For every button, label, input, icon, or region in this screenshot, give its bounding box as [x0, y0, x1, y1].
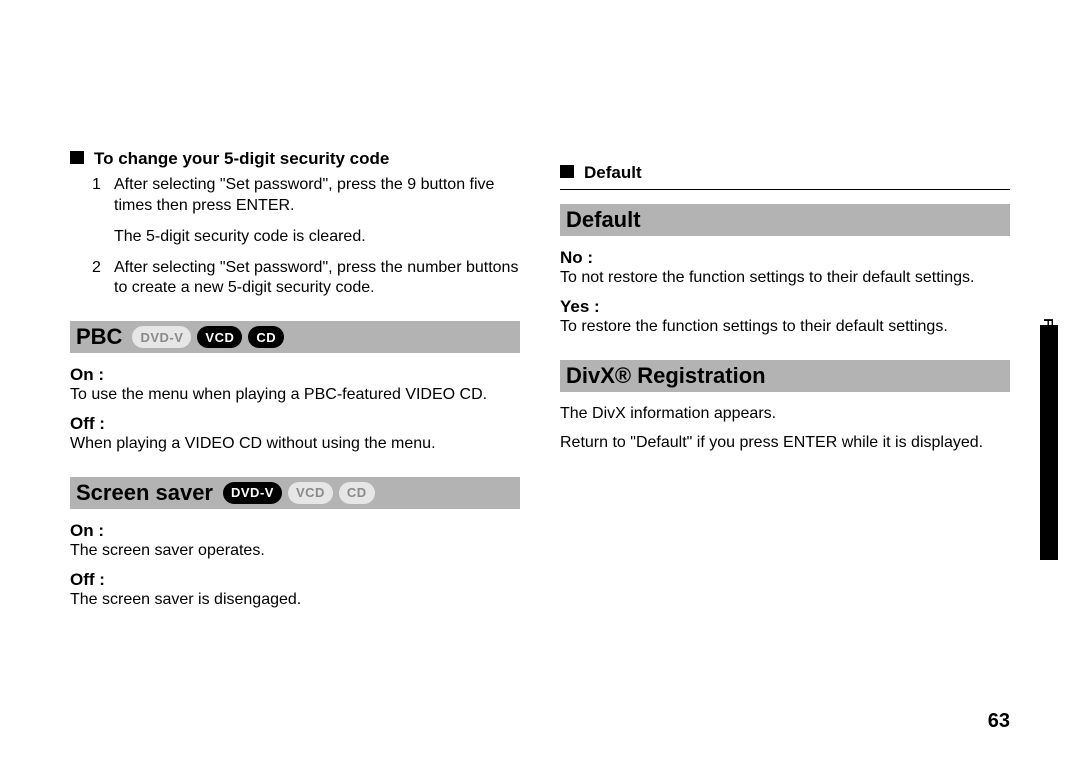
pbc-off-label: Off : — [70, 414, 520, 434]
default-yes-label: Yes : — [560, 297, 1010, 317]
badge-cd: CD — [248, 326, 284, 348]
side-tab-label: Function Settings — [1041, 318, 1056, 428]
divx-title: DivX® Registration — [566, 363, 766, 389]
security-code-steps: 1 After selecting "Set password", press … — [70, 175, 520, 299]
screensaver-title: Screen saver — [76, 480, 213, 506]
badge-dvdv: DVD-V — [223, 482, 282, 504]
default-yes-body: To restore the function settings to thei… — [560, 317, 1010, 338]
step-2-line-a: After selecting "Set password", press th… — [114, 258, 520, 300]
step-1-line-a: After selecting "Set password", press th… — [114, 175, 520, 217]
default-no-label: No : — [560, 248, 1010, 268]
default-bullet-row: Default — [560, 162, 1010, 183]
divx-line-1: The DivX information appears. — [560, 404, 1010, 425]
ss-on-body: The screen saver operates. — [70, 541, 520, 562]
left-column: To change your 5-digit security code 1 A… — [70, 148, 520, 618]
default-bullet-text: Default — [584, 162, 642, 183]
screensaver-section-header: Screen saver DVD-V VCD CD — [70, 477, 520, 509]
square-bullet-icon — [70, 151, 84, 164]
default-section-header: Default — [560, 204, 1010, 236]
step-2: 2 After selecting "Set password", press … — [70, 258, 520, 300]
page-number: 63 — [988, 710, 1010, 733]
step-number: 2 — [92, 258, 114, 300]
step-1: 1 After selecting "Set password", press … — [70, 175, 520, 247]
pbc-on-label: On : — [70, 365, 520, 385]
manual-page: To change your 5-digit security code 1 A… — [0, 0, 1080, 763]
security-code-heading: To change your 5-digit security code — [94, 148, 389, 169]
default-no-body: To not restore the function settings to … — [560, 268, 1010, 289]
step-1-line-b: The 5-digit security code is cleared. — [114, 227, 520, 248]
default-title: Default — [566, 207, 641, 233]
divx-section-header: DivX® Registration — [560, 360, 1010, 392]
pbc-title: PBC — [76, 324, 122, 350]
right-column: Default Default No : To not restore the … — [560, 148, 1010, 618]
ss-on-label: On : — [70, 521, 520, 541]
badge-cd: CD — [339, 482, 375, 504]
square-bullet-icon — [560, 165, 574, 178]
step-body: After selecting "Set password", press th… — [114, 175, 520, 247]
pbc-off-body: When playing a VIDEO CD without using th… — [70, 434, 520, 455]
step-body: After selecting "Set password", press th… — [114, 258, 520, 300]
two-column-layout: To change your 5-digit security code 1 A… — [70, 148, 1020, 618]
divider — [560, 189, 1010, 190]
pbc-on-body: To use the menu when playing a PBC-featu… — [70, 385, 520, 406]
pbc-section-header: PBC DVD-V VCD CD — [70, 321, 520, 353]
ss-off-body: The screen saver is disengaged. — [70, 590, 520, 611]
step-number: 1 — [92, 175, 114, 247]
badge-dvdv: DVD-V — [132, 326, 191, 348]
badge-vcd: VCD — [197, 326, 242, 348]
ss-off-label: Off : — [70, 570, 520, 590]
badge-vcd: VCD — [288, 482, 333, 504]
divx-line-2: Return to "Default" if you press ENTER w… — [560, 433, 1010, 454]
security-code-heading-row: To change your 5-digit security code — [70, 148, 520, 169]
